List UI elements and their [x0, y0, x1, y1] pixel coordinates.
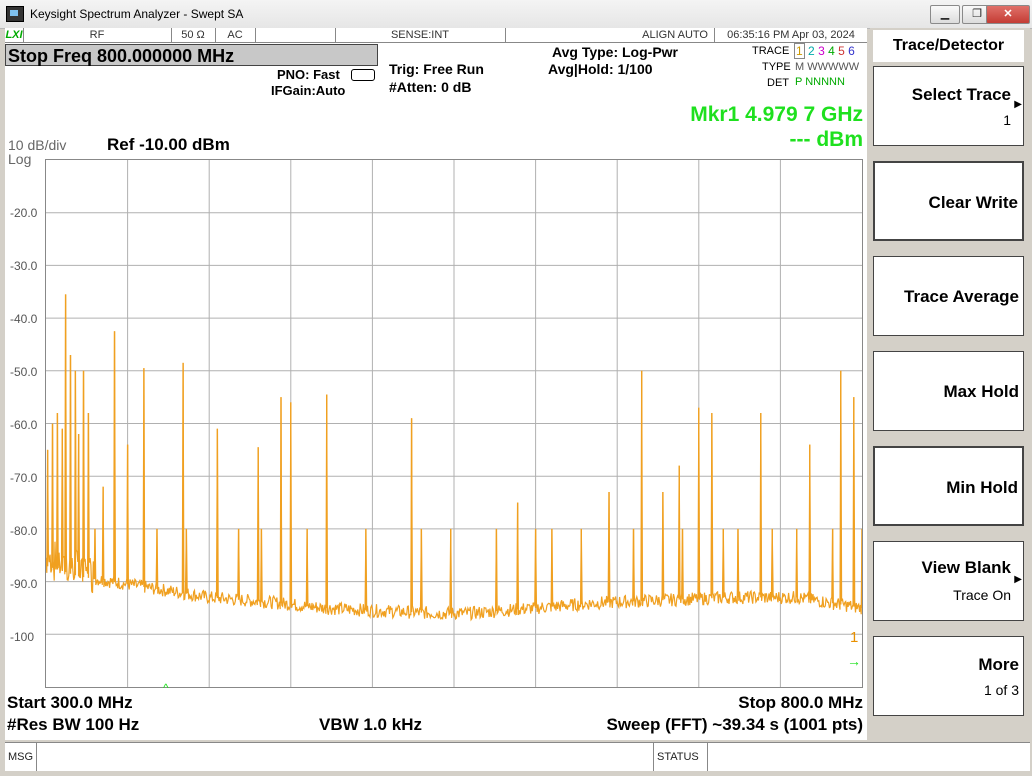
- menu-title: Trace/Detector: [873, 30, 1024, 62]
- spectrum-graticule[interactable]: [45, 159, 863, 688]
- stop-freq[interactable]: Stop 800.0 MHz: [738, 693, 863, 712]
- marker-amplitude-readout: --- dBm: [789, 128, 863, 151]
- view-blank-label: View Blank: [921, 558, 1011, 577]
- avg-hold-label: Avg|Hold: 1/100: [548, 61, 653, 77]
- select-trace-softkey[interactable]: Select Trace ▶ 1: [873, 66, 1024, 146]
- ifgain-label: IFGain:Auto: [271, 83, 346, 98]
- trace-6-indicator[interactable]: 6: [848, 44, 855, 58]
- submenu-arrow-icon: ▶: [1014, 99, 1022, 110]
- impedance-label: 50 Ω: [171, 28, 216, 42]
- y-axis-label: -100: [10, 630, 35, 644]
- y-axis-label: -70.0: [10, 471, 38, 485]
- caret-up-icon: ^: [163, 681, 169, 695]
- type-row-label: TYPE: [762, 61, 791, 73]
- softkey-panel: Trace/Detector Select Trace ▶ 1 Clear Wr…: [870, 28, 1030, 742]
- vbw[interactable]: VBW 1.0 kHz: [319, 715, 422, 734]
- coupling-label: AC: [215, 28, 256, 42]
- message-bar: MSG STATUS: [5, 742, 1030, 771]
- y-axis-label: -30.0: [10, 259, 38, 273]
- y-axis-label: -90.0: [10, 577, 38, 591]
- max-hold-softkey[interactable]: Max Hold: [873, 351, 1024, 431]
- min-hold-label: Min Hold: [946, 478, 1018, 497]
- sweep-time[interactable]: Sweep (FFT) ~39.34 s (1001 pts): [606, 715, 863, 734]
- window-title: Keysight Spectrum Analyzer - Swept SA: [30, 7, 244, 21]
- clear-write-softkey[interactable]: Clear Write: [873, 161, 1024, 241]
- trace-1-polyline: [46, 294, 862, 622]
- trigger-label: Trig: Free Run: [389, 61, 484, 77]
- y-axis-label: -60.0: [10, 418, 38, 432]
- submenu-arrow-icon: ▶: [1014, 574, 1022, 585]
- trace-1-line: [46, 294, 862, 622]
- pno-label: PNO: Fast: [277, 67, 340, 82]
- y-axis-label: -80.0: [10, 524, 38, 538]
- view-blank-softkey[interactable]: View Blank ▶ Trace On: [873, 541, 1024, 621]
- app-icon: [6, 6, 24, 22]
- msg-label: MSG: [5, 743, 37, 771]
- trace-numbers: 1 2 3 4 5 6: [794, 43, 855, 59]
- view-blank-value: Trace On: [953, 587, 1011, 603]
- lxi-icon: LXI: [5, 28, 24, 42]
- more-label: More: [978, 655, 1019, 674]
- datetime-label: 06:35:16 PM Apr 03, 2024: [727, 29, 855, 41]
- start-freq[interactable]: Start 300.0 MHz: [7, 693, 133, 712]
- sweep-mode-icon: [351, 69, 375, 81]
- instrument-status-row: LXI RF 50 Ω AC SENSE:INT ALIGN AUTO 06:3…: [5, 28, 867, 43]
- y-axis-label: -40.0: [10, 312, 38, 326]
- minimize-button[interactable]: ▁: [930, 5, 960, 24]
- trace-5-indicator[interactable]: 5: [838, 44, 845, 58]
- close-button[interactable]: ✕: [986, 5, 1030, 24]
- res-bw[interactable]: #Res BW 100 Hz: [7, 715, 140, 734]
- grid-lines: [46, 160, 862, 687]
- trace-average-label: Trace Average: [904, 287, 1019, 306]
- status-label[interactable]: STATUS: [653, 743, 708, 771]
- active-function-readout[interactable]: Stop Freq 800.000000 MHz: [5, 44, 378, 66]
- trace-detectors: P NNNNN: [795, 76, 845, 88]
- det-row-label: DET: [767, 77, 789, 89]
- sense-label: SENSE:INT: [335, 28, 506, 42]
- select-trace-label: Select Trace: [911, 85, 1011, 104]
- scale-per-div: 10 dB/div: [8, 137, 67, 153]
- window-titlebar: Keysight Spectrum Analyzer - Swept SA ▁ …: [0, 0, 1032, 29]
- analyzer-display: Stop Freq 800.000000 MHz PNO: Fast IFGai…: [5, 43, 867, 740]
- clear-write-label: Clear Write: [928, 193, 1018, 212]
- spectrum-plot: [46, 160, 862, 687]
- min-hold-softkey[interactable]: Min Hold: [873, 446, 1024, 526]
- trace-average-softkey[interactable]: Trace Average: [873, 256, 1024, 336]
- rf-input-label: RF: [23, 28, 172, 42]
- y-axis-label: -20.0: [10, 206, 38, 220]
- trace-1-indicator[interactable]: 1: [794, 43, 805, 59]
- trace-2-indicator[interactable]: 2: [808, 44, 815, 58]
- atten-label: #Atten: 0 dB: [389, 79, 472, 95]
- more-page-indicator: 1 of 3: [983, 682, 1019, 698]
- align-label: ALIGN AUTO: [505, 28, 715, 42]
- y-axis-label: -50.0: [10, 365, 38, 379]
- avg-type-label: Avg Type: Log-Pwr: [552, 44, 678, 60]
- max-hold-label: Max Hold: [943, 382, 1019, 401]
- trace-types: M WWWWW: [795, 61, 860, 73]
- marker-1-label: 1: [850, 629, 859, 646]
- status-spacer: [255, 28, 336, 42]
- marker-frequency-readout: Mkr1 4.979 7 GHz: [690, 103, 863, 126]
- select-trace-value: 1: [1003, 112, 1011, 128]
- trace-3-indicator[interactable]: 3: [818, 44, 825, 58]
- ref-level[interactable]: Ref -10.00 dBm: [107, 135, 230, 154]
- trace-row-label: TRACE: [752, 45, 790, 57]
- trace-4-indicator[interactable]: 4: [828, 44, 835, 58]
- more-softkey[interactable]: More 1 of 3: [873, 636, 1024, 716]
- scale-type: Log: [8, 151, 32, 167]
- marker-offscreen-arrow-icon: →: [847, 653, 861, 669]
